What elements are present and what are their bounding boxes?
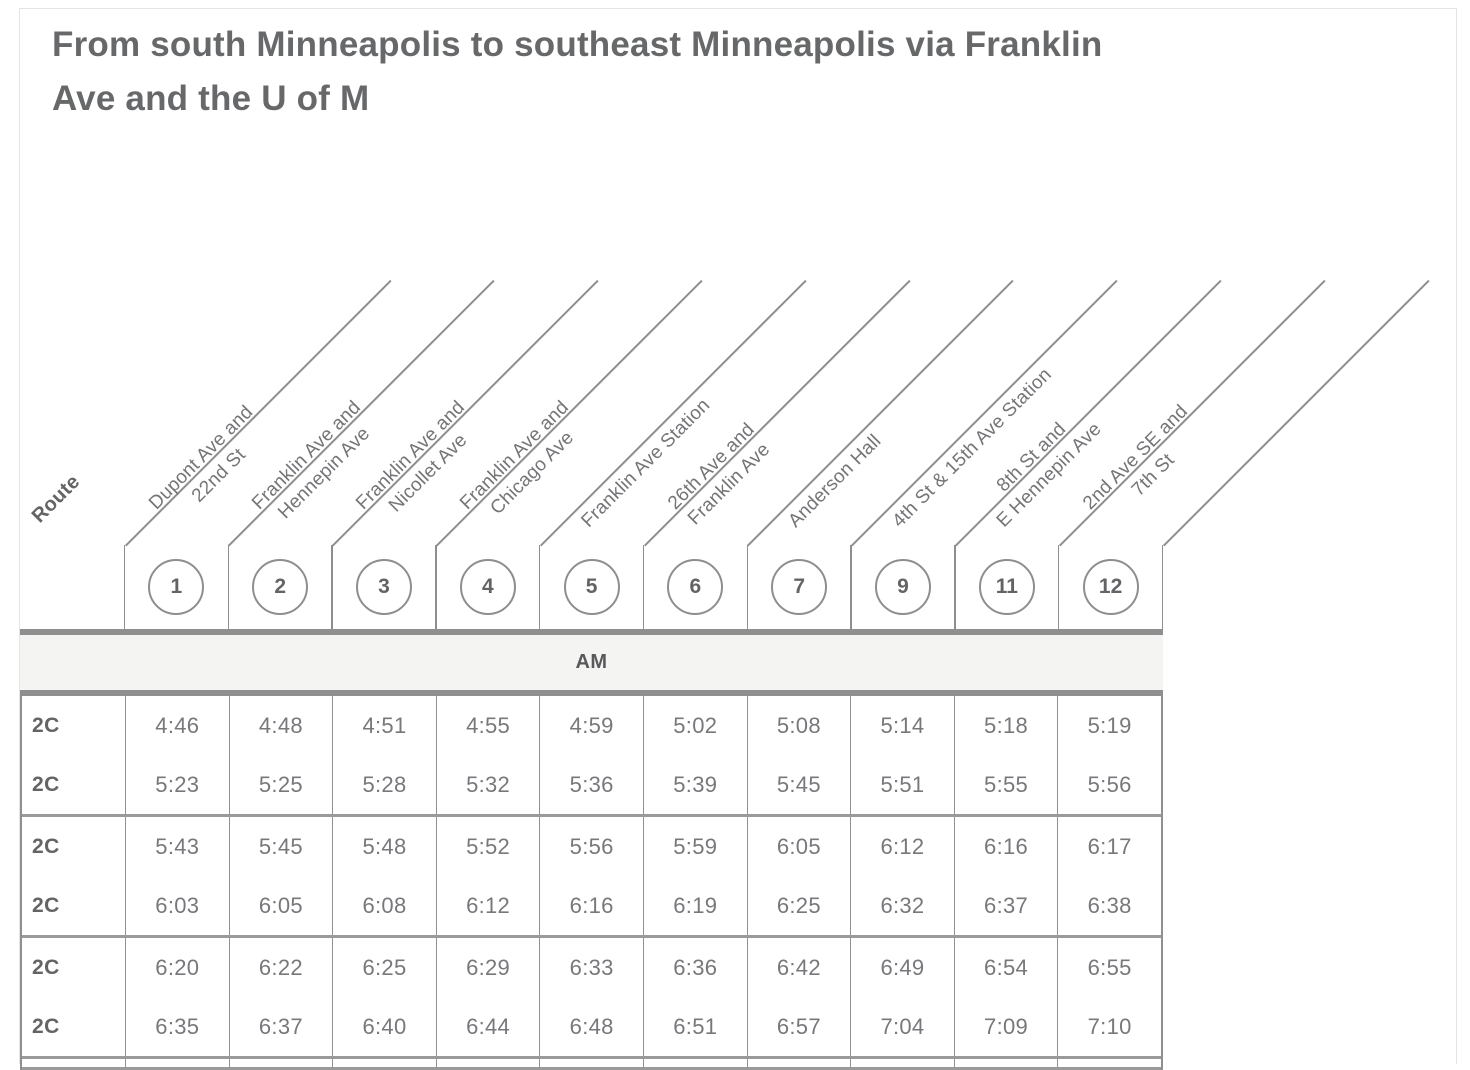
trip-route-badge: 2C: [32, 1014, 60, 1038]
trip-time-cell: 6:48: [539, 997, 643, 1056]
trip-time-cell: 6:17: [1057, 817, 1161, 876]
trip-route-badge: 2C: [32, 772, 60, 796]
trip-time-cell: 5:08: [746, 696, 851, 755]
trip-time-cell: [642, 1059, 747, 1067]
trip-time-cell: 6:37: [228, 997, 333, 1056]
trip-time-cell: 5:39: [642, 755, 747, 814]
trip-group: 2C 4:46 4:48 4:51 4:55 4:59 5:02 5:08 5:14 5:18 5:…: [22, 696, 1161, 817]
trip-time-cell: 6:25: [746, 876, 851, 935]
trip-time-cell: 5:18: [953, 696, 1058, 755]
trip-time-cell: 6:49: [850, 938, 954, 997]
trip-time-cell: 6:42: [746, 938, 851, 997]
trip-time-cell: 5:25: [228, 755, 333, 814]
trip-time-cell: 6:36: [642, 938, 747, 997]
trip-time-cell: 6:03: [125, 876, 229, 935]
trip-time-cell: 5:23: [125, 755, 229, 814]
trip-time-cell: [953, 1059, 1058, 1067]
trip-time-cell: 6:05: [746, 817, 851, 876]
trip-row: 2C 5:23 5:25 5:28 5:32 5:36 5:39 5:45 5:51 5:55 5:…: [22, 755, 1161, 814]
trip-time-cell: 6:40: [332, 997, 436, 1056]
trip-time-cell: 4:51: [332, 696, 436, 755]
trip-time-cell: 6:57: [746, 997, 851, 1056]
trip-time-cell: 6:32: [850, 876, 954, 935]
schedule-title: From south Minneapolis to southeast Minn…: [52, 18, 1382, 126]
schedule-title-line-1: From south Minneapolis to southeast Minn…: [52, 25, 1103, 64]
trip-time-cell: 4:46: [125, 696, 229, 755]
trip-time-cell: 6:16: [953, 817, 1058, 876]
trip-time-cell: [228, 1059, 333, 1067]
trip-time-cell: 5:36: [539, 755, 643, 814]
trip-time-cell: 4:59: [539, 696, 643, 755]
trip-group: 2C 6:20 6:22 6:25 6:29 6:33 6:36 6:42 6:49 6:54 6:…: [22, 938, 1161, 1059]
trip-route-badge: 2C: [32, 834, 60, 858]
trip-row-partial: [22, 1059, 1161, 1067]
trip-time-cell: 6:29: [435, 938, 540, 997]
trip-time-cell: 7:09: [953, 997, 1058, 1056]
trip-time-cell: 6:25: [332, 938, 436, 997]
trip-time-cell: 7:04: [850, 997, 954, 1056]
trip-time-cell: 7:10: [1057, 997, 1161, 1056]
trip-time-cell: 5:32: [435, 755, 540, 814]
trip-time-cell: 4:55: [435, 696, 540, 755]
trip-time-cell: 5:51: [850, 755, 954, 814]
trip-time-cell: 5:02: [642, 696, 747, 755]
trip-time-cell: 6:19: [642, 876, 747, 935]
trip-time-cell: [1057, 1059, 1161, 1067]
trip-time-cell: 6:12: [850, 817, 954, 876]
trip-time-cell: 6:12: [435, 876, 540, 935]
period-label: AM: [575, 651, 608, 673]
trip-time-cell: 5:52: [435, 817, 540, 876]
trip-time-cell: 5:48: [332, 817, 436, 876]
trip-time-cell: 6:16: [539, 876, 643, 935]
schedule-title-line-2: Ave and the U of M: [52, 79, 370, 118]
trip-time-cell: [125, 1059, 229, 1067]
trip-time-cell: 5:55: [953, 755, 1058, 814]
trip-time-cell: [850, 1059, 954, 1067]
trip-time-cell: 6:08: [332, 876, 436, 935]
trip-time-cell: 5:43: [125, 817, 229, 876]
trip-time-cell: [435, 1059, 540, 1067]
trip-time-cell: 6:22: [228, 938, 333, 997]
trip-time-cell: 6:33: [539, 938, 643, 997]
trip-time-cell: 5:45: [746, 755, 851, 814]
trip-time-cell: 5:59: [642, 817, 747, 876]
trip-time-cell: 4:48: [228, 696, 333, 755]
timetable: 2C 4:46 4:48 4:51 4:55 4:59 5:02 5:08 5:14 5:18 5:…: [20, 696, 1163, 1070]
trip-time-cell: 5:28: [332, 755, 436, 814]
trip-time-cell: 5:14: [850, 696, 954, 755]
trip-time-cell: [539, 1059, 643, 1067]
trip-time-cell: 6:20: [125, 938, 229, 997]
trip-group: 2C 5:43 5:45 5:48 5:52 5:56 5:59 6:05 6:12 6:16 6:…: [22, 817, 1161, 938]
trip-time-cell: 5:56: [539, 817, 643, 876]
trip-time-cell: 6:54: [953, 938, 1058, 997]
trip-row: 2C 4:46 4:48 4:51 4:55 4:59 5:02 5:08 5:14 5:18 5:…: [22, 696, 1161, 755]
trip-route-badge: [22, 1059, 125, 1067]
trip-row: 2C 6:20 6:22 6:25 6:29 6:33 6:36 6:42 6:49 6:54 6:…: [22, 938, 1161, 997]
trip-time-cell: 6:05: [228, 876, 333, 935]
trip-time-cell: 6:55: [1057, 938, 1161, 997]
trip-row: 2C 6:35 6:37 6:40 6:44 6:48 6:51 6:57 7:04 7:09 7:…: [22, 997, 1161, 1056]
trip-time-cell: 5:56: [1057, 755, 1161, 814]
trip-time-cell: 5:19: [1057, 696, 1161, 755]
trip-route-badge: 2C: [32, 713, 60, 737]
trip-time-cell: 6:37: [953, 876, 1058, 935]
trip-row: 2C 6:03 6:05 6:08 6:12 6:16 6:19 6:25 6:32 6:37 6:…: [22, 876, 1161, 935]
trip-route-badge: 2C: [32, 893, 60, 917]
trip-row: 2C 5:43 5:45 5:48 5:52 5:56 5:59 6:05 6:12 6:16 6:…: [22, 817, 1161, 876]
trip-time-cell: 6:51: [642, 997, 747, 1056]
trip-time-cell: 6:38: [1057, 876, 1161, 935]
trip-time-cell: [332, 1059, 436, 1067]
trip-time-cell: [746, 1059, 851, 1067]
trip-route-badge: 2C: [32, 955, 60, 979]
period-header-am: AM: [20, 629, 1163, 696]
trip-time-cell: 6:35: [125, 997, 229, 1056]
trip-group-partial: [22, 1059, 1161, 1070]
trip-time-cell: 5:45: [228, 817, 333, 876]
trip-time-cell: 6:44: [435, 997, 540, 1056]
